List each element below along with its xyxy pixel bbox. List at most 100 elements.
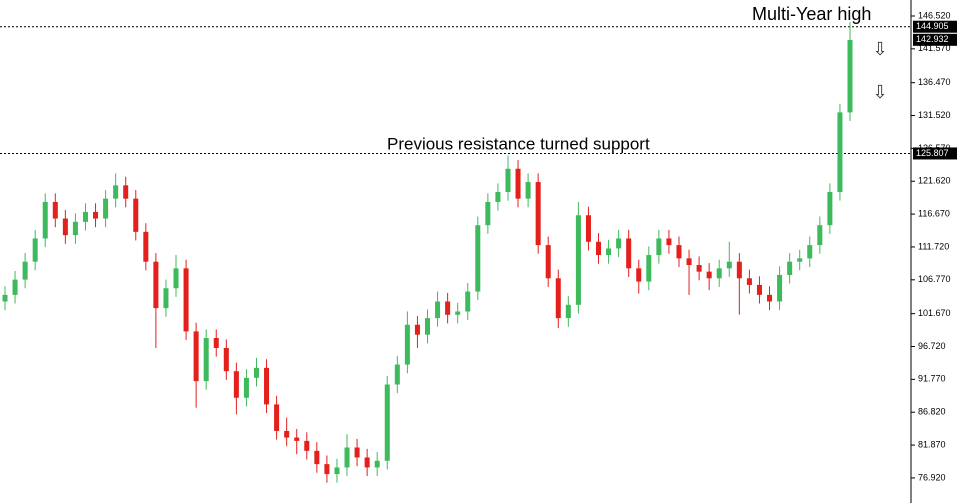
candle-body [414,324,420,335]
down-arrow-icon: ⇩ [872,39,887,59]
candle-body [595,241,602,256]
candle-body [555,278,561,319]
candle-body [777,274,783,302]
candle-body [817,225,823,246]
candle-body [767,294,773,302]
candle-body [253,367,260,378]
candle-body [374,460,380,468]
candle-body [284,430,290,438]
y-tick-label: 101.670 [918,308,951,318]
candle-body [22,261,28,280]
y-tick-label: 146.520 [918,10,951,20]
candle-body [223,347,229,372]
candle-body [304,440,310,451]
y-tick-label: 141.570 [918,43,951,53]
candle-body [666,238,672,246]
candle-body [12,279,18,295]
candle-body [656,238,662,256]
price-box-label: 142.932 [916,34,949,44]
y-tick-label: 91.770 [918,374,946,384]
candle-body [726,261,732,269]
y-tick-label: 121.620 [918,176,951,186]
candle-body [475,225,481,292]
candle-body [716,268,722,279]
annotation: Previous resistance turned support [387,134,650,153]
candle-body [505,168,511,193]
candle-body [314,450,320,465]
candle-body [746,278,752,285]
candle-body [626,238,632,269]
candle-body [535,182,541,246]
candle-body [485,201,491,226]
candle-body [636,268,642,282]
candle-body [243,377,249,398]
candle-body [334,467,340,475]
price-box [913,20,957,33]
candle-body [525,182,531,199]
y-tick-label: 136.470 [918,77,951,87]
candle-body [213,338,219,348]
candle-body [495,192,501,202]
price-boxes: 144.905 125.807 142.932 [913,20,957,160]
candle-body [193,331,199,382]
candle-body [424,318,431,335]
candle-body [837,112,843,193]
candle-body [62,218,68,236]
candle-body [274,404,280,431]
candle-body [52,201,58,219]
candle-body [133,198,139,232]
candle-body [32,238,38,262]
candle-body [384,384,390,461]
candles [2,22,853,483]
candle-body [344,447,350,468]
candle-body [203,338,209,382]
candle-body [736,261,742,279]
y-tick-label: 76.920 [918,472,946,482]
candle-body [404,324,410,365]
y-tick-label: 86.820 [918,407,946,417]
candle-body [787,261,793,275]
candle-body [565,304,571,319]
price-axis: 146.520141.570136.470131.520126.570121.6… [911,10,951,482]
candle-body [143,231,149,262]
candle-body [847,40,853,113]
candle-body [696,265,702,272]
candle-body [2,294,8,302]
candle-body [807,245,813,259]
candle-body [606,248,612,256]
candle-body [394,364,400,385]
y-tick-label: 111.720 [918,241,949,251]
price-box [913,33,957,46]
candle-body [515,168,521,199]
candle-body [756,284,762,295]
candle-body [455,311,461,315]
candle-body [113,185,119,199]
candle-body [354,447,360,458]
candle-body [233,371,239,398]
candle-body [545,245,551,279]
candle-body [646,255,652,282]
candle-body [42,201,48,239]
candle-body [173,268,179,289]
candle-body [676,245,682,259]
candle-body [465,291,471,312]
candle-body [183,268,189,332]
candle-body [827,192,833,226]
down-arrow-icon: ⇩ [872,82,887,102]
candle-body [123,185,129,199]
candle-body [294,437,300,441]
y-tick-label: 96.720 [918,341,946,351]
candle-body [153,261,159,309]
y-tick-label: 116.670 [918,208,950,218]
candle-body [82,211,88,222]
candle-body [93,211,99,219]
candle-body [72,221,78,236]
y-tick-label: 106.770 [918,274,951,284]
candle-body [103,198,109,219]
candle-body [324,464,330,475]
candle-body [706,271,712,279]
price-box-label: 144.905 [916,21,949,31]
candle-body [585,215,591,242]
candle-body [616,238,622,249]
